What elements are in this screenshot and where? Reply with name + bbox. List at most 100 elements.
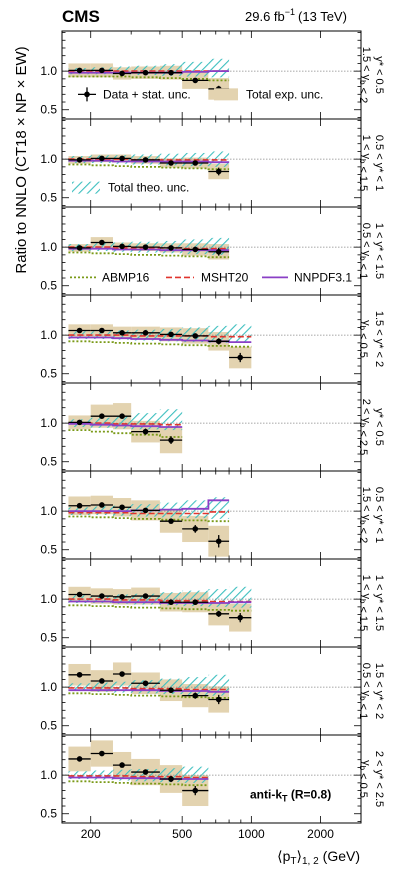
panel-rapidity-label: 1.5 < y* < 2yb < 0.5 [357,311,385,367]
panel-4: 0.5 1.0 1.5 < y* < 2yb < 0.5 [40,294,385,384]
data-point [119,504,125,511]
y-tick-label: 1.0 [40,416,57,430]
panel-plot-area [62,403,361,454]
data-point [192,692,199,699]
data-point [142,680,149,687]
y-tick-label: 1.0 [40,680,57,694]
data-point [99,239,105,246]
data-point [76,419,83,426]
x-tick-label: 500 [172,827,192,841]
panel-frame [61,734,362,824]
data-point [76,756,83,762]
panel-1: 0.5 1.0 y* < 0.51.5 < yb < 2 Data + stat. u… [40,30,385,120]
ystar-label: 2 < y* < 2.5 [373,751,385,807]
theo-unc-band [112,66,132,75]
ystar-label: y* < 0.5 [373,408,385,446]
y-tick-label: 0.5 [40,631,57,645]
msht20-curve [68,334,252,338]
data-point [99,502,105,508]
ystar-label: 1.5 < y* < 2 [373,663,385,719]
legend-exp-text: Total exp. unc. [246,87,323,101]
legend-exp-swatch [214,88,238,101]
ystar-label: 1.5 < y* < 2 [373,311,385,367]
data-point [99,678,105,684]
y-tick-label: 1.0 [40,152,57,166]
theo-unc-band [229,586,252,608]
theo-unc-band [208,58,230,78]
panel-rapidity-label: 0.5 < y* < 11 < yb < 1.5 [357,135,385,191]
data-point [215,696,222,703]
nnpdf31-curve [68,499,230,512]
ystar-label: 1 < y* < 1.5 [373,575,385,631]
theo-unc-band [182,61,209,77]
ystar-label: 1 < y* < 1.5 [373,223,385,279]
y-tick-label: 1.0 [40,768,57,782]
data-point [168,160,174,166]
experiment-label: CMS [62,7,100,26]
abmp16-curve [68,604,252,612]
theo-unc-band [229,324,252,343]
y-tick-label: 1.0 [40,328,57,342]
theo-unc-band [208,325,230,343]
data-point [119,671,125,677]
data-point [192,77,199,84]
data-point [192,333,199,339]
panel-rapidity-label: y* < 0.51.5 < yb < 2 [357,47,385,103]
data-point [99,750,105,757]
panel-rapidity-label: 1.5 < y* < 20.5 < yb < 1 [357,663,385,719]
data-point [119,762,125,768]
panel-rapidity-label: 0.5 < y* < 11.5 < yb < 2 [357,487,385,543]
y-tick-label: 0.5 [40,455,57,469]
data-point [142,507,149,514]
data-point [99,155,105,162]
yb-label: yb < 0.5 [357,760,372,798]
yb-label: 1 < yb < 1.5 [357,575,372,631]
msht20-curve [68,422,183,426]
data-point [215,168,222,175]
x-axis-label: ⟨pT⟩1, 2 (GeV) [277,848,360,867]
panel-9: 0.5 1.0 2 < y* < 2.5yb < 0.5 anti-kT (R=0.8… [40,734,385,824]
y-tick-label: 1.0 [40,504,57,518]
y-tick-label: 0.5 [40,807,57,821]
y-axis-label: Ratio to NNLO (CT18 × NP × EW) [13,46,30,273]
data-point [119,413,125,419]
panel-plot-area [62,662,361,713]
msht20-curve [68,775,209,779]
data-point [168,776,174,782]
data-point [76,591,83,598]
data-point [99,327,105,334]
data-point [215,611,222,617]
data-point [192,246,199,253]
data-point [168,687,174,694]
data-point [76,502,83,509]
data-point [76,671,83,678]
yb-label: 1.5 < yb < 2 [357,47,372,103]
legend-theo-swatch [72,181,100,194]
data-point [168,331,174,338]
panel-rapidity-label: 2 < y* < 2.5yb < 0.5 [357,751,385,807]
data-point [168,437,174,443]
msht20-curve [68,598,252,603]
yb-label: 2 < yb < 2.5 [357,399,372,455]
data-point [215,338,222,345]
data-point [99,413,105,419]
panel-plot-area [62,586,361,632]
data-point [168,599,174,606]
y-tick-label: 1.0 [40,240,57,254]
data-point [168,245,174,251]
legend-abmp-text: ABMP16 [102,270,150,284]
panel-7: 0.5 1.0 1 < y* < 1.51 < yb < 1.5 [40,558,385,648]
legend-theo-text: Total theo. unc. [108,181,189,195]
yb-label: 1.5 < yb < 2 [357,487,372,543]
y-tick-label: 0.5 [40,103,57,117]
ystar-label: 0.5 < y* < 1 [373,487,385,543]
panel-plot-area [62,740,361,807]
panel-plot-area [62,237,361,260]
theo-unc-band [182,677,209,695]
abmp16-curve [68,429,183,438]
data-point [119,594,125,600]
theo-unc-band [208,497,230,519]
y-tick-label: 0.5 [40,719,57,733]
data-point [142,769,149,775]
y-tick-label: 0.5 [40,191,57,205]
